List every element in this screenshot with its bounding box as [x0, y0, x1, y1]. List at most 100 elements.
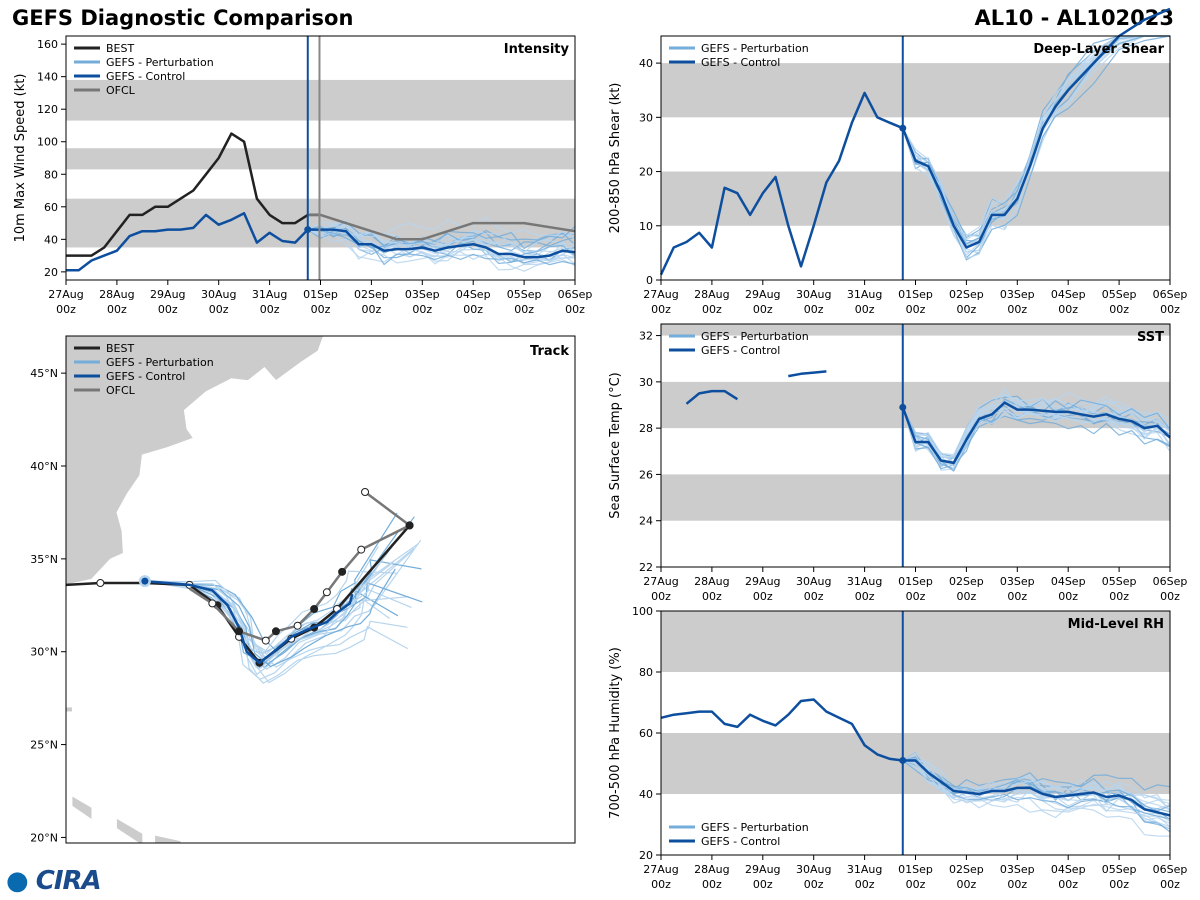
legend-label-gefs-perturbation: GEFS - Perturbation	[701, 330, 809, 343]
ensemble-member-line	[307, 224, 576, 257]
legend-label-gefs-control: GEFS - Control	[701, 344, 780, 357]
x-tick-sublabel: 00z	[753, 590, 773, 603]
panel-title: SST	[1137, 330, 1164, 345]
x-tick-sublabel: 00z	[412, 303, 432, 316]
ensemble-member-line	[902, 760, 1171, 833]
x-tick-sublabel: 00z	[906, 303, 926, 316]
ofcl-position-marker	[208, 599, 217, 608]
analysis-point	[304, 226, 312, 234]
x-tick-label: 02Sep	[949, 863, 984, 876]
climo-band	[66, 148, 575, 170]
ensemble-member-line	[902, 758, 1171, 828]
ensemble-member-line	[902, 407, 1171, 464]
ensemble-track	[144, 580, 408, 684]
y-tick-label: 22	[639, 561, 653, 574]
ensemble-member-line	[307, 221, 576, 262]
lat-tick-label: 25°N	[30, 739, 58, 752]
x-tick-sublabel: 00z	[1058, 878, 1078, 891]
x-tick-label: 28Aug	[694, 575, 729, 588]
x-tick-sublabel: 00z	[855, 878, 875, 891]
x-tick-sublabel: 00z	[702, 878, 722, 891]
x-tick-label: 27Aug	[643, 575, 678, 588]
analysis-point	[899, 756, 907, 764]
x-tick-sublabel: 00z	[855, 590, 875, 603]
x-tick-sublabel: 00z	[1109, 303, 1129, 316]
x-tick-sublabel: 00z	[56, 303, 76, 316]
x-tick-sublabel: 00z	[906, 878, 926, 891]
ensemble-track	[144, 570, 398, 655]
y-tick-label: 0	[646, 274, 653, 287]
x-tick-sublabel: 00z	[1007, 878, 1027, 891]
ensemble-member-line	[902, 35, 1170, 257]
x-tick-label: 01Sep	[303, 288, 338, 301]
y-tick-label: 20	[44, 266, 58, 279]
legend-label-gefs-control: GEFS - Control	[701, 56, 780, 69]
legend-label-ofcl: OFCL	[106, 84, 136, 97]
lat-tick-label: 45°N	[30, 367, 58, 380]
x-tick-label: 06Sep	[1153, 575, 1188, 588]
legend-label-gefs-perturbation: GEFS - Perturbation	[701, 821, 809, 834]
ofcl-position-marker	[293, 621, 302, 630]
y-tick-label: 30	[639, 376, 653, 389]
x-tick-sublabel: 00z	[702, 590, 722, 603]
x-tick-sublabel: 00z	[362, 303, 382, 316]
y-axis-label: 200-850 hPa Shear (kt)	[608, 83, 623, 234]
gefs-control-line	[901, 401, 1171, 465]
x-tick-sublabel: 00z	[158, 303, 178, 316]
ensemble-member-line	[902, 407, 1171, 472]
x-tick-label: 02Sep	[354, 288, 389, 301]
x-tick-sublabel: 00z	[1058, 590, 1078, 603]
x-tick-label: 03Sep	[1000, 575, 1035, 588]
gefs-control-line	[659, 7, 1171, 276]
ofcl-position-marker	[405, 521, 414, 530]
x-tick-sublabel: 00z	[1007, 303, 1027, 316]
ensemble-track	[144, 580, 408, 668]
y-tick-label: 160	[37, 38, 58, 51]
y-tick-label: 80	[44, 168, 58, 181]
ensemble-member-line	[902, 395, 1171, 458]
ensemble-member-line	[307, 229, 576, 266]
land-north-america	[66, 336, 324, 586]
x-tick-sublabel: 00z	[906, 590, 926, 603]
x-tick-label: 28Aug	[694, 863, 729, 876]
y-tick-label: 26	[639, 468, 653, 481]
x-tick-label: 29Aug	[745, 575, 780, 588]
rh-panel: 20 40 60 80 100 27Aug 00z 28Aug 00z 29Aug 00z 30Aug…	[608, 605, 1187, 891]
y-tick-label: 10	[639, 220, 653, 233]
y-tick-label: 20	[639, 166, 653, 179]
ofcl-position-marker	[322, 588, 331, 597]
ofcl-position-marker	[338, 567, 347, 576]
x-tick-label: 29Aug	[150, 288, 185, 301]
panel-title: Mid-Level RH	[1068, 617, 1164, 632]
x-tick-label: 27Aug	[643, 863, 678, 876]
ofcl-position-marker	[235, 627, 244, 636]
x-tick-sublabel: 00z	[804, 878, 824, 891]
land-caribbean	[155, 835, 181, 843]
y-tick-label: 30	[639, 111, 653, 124]
x-tick-label: 03Sep	[1000, 288, 1035, 301]
x-tick-label: 03Sep	[1000, 863, 1035, 876]
x-tick-label: 06Sep	[1153, 863, 1188, 876]
gefs-control-line	[660, 698, 1171, 817]
y-tick-label: 140	[37, 71, 58, 84]
x-tick-label: 01Sep	[898, 575, 933, 588]
ofcl-position-marker	[357, 545, 366, 554]
legend-label-gefs-control: GEFS - Control	[701, 835, 780, 848]
x-tick-sublabel: 00z	[753, 303, 773, 316]
legend-label-gefs-perturbation: GEFS - Perturbation	[106, 356, 214, 369]
plot-frame	[65, 335, 576, 844]
x-tick-sublabel: 00z	[1160, 878, 1180, 891]
x-tick-label: 31Aug	[847, 288, 882, 301]
ensemble-member-line	[902, 407, 1171, 470]
ensemble-track	[144, 544, 393, 681]
x-tick-sublabel: 00z	[107, 303, 127, 316]
climo-band	[661, 63, 1170, 118]
ensemble-member-line	[307, 223, 576, 272]
x-tick-sublabel: 00z	[957, 590, 977, 603]
legend-label-gefs-control: GEFS - Control	[106, 70, 185, 83]
x-tick-sublabel: 00z	[1109, 590, 1129, 603]
x-tick-sublabel: 00z	[463, 303, 483, 316]
x-tick-sublabel: 00z	[311, 303, 331, 316]
